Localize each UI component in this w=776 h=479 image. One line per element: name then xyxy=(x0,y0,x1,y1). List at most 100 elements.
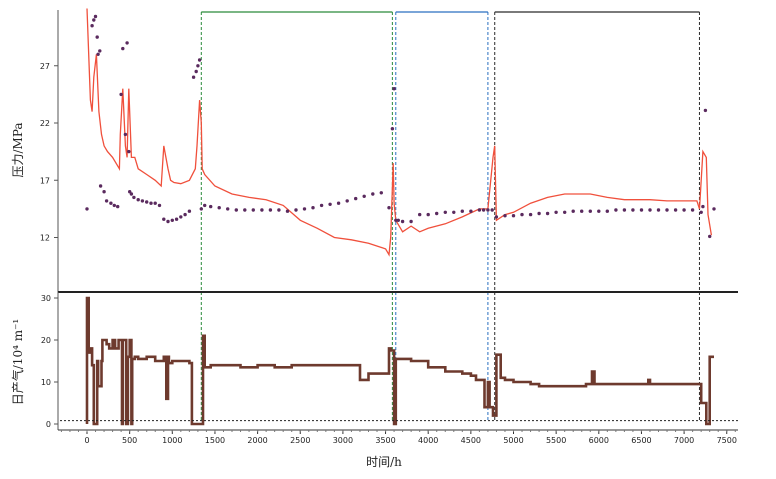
pressure-marker xyxy=(571,209,575,213)
pressure-line xyxy=(86,8,713,257)
x-tick-label: 5000 xyxy=(503,436,523,445)
pressure-marker xyxy=(656,208,661,212)
pressure-marker xyxy=(127,149,131,154)
pressure-marker xyxy=(183,212,187,217)
pressure-marker xyxy=(98,49,102,53)
pressure-marker xyxy=(234,208,238,212)
pressure-marker xyxy=(387,206,391,210)
pressure-marker xyxy=(90,24,94,28)
gas-rate-panel: 0 10 20 30 0 500 1000 1500 2000 2500 3000 3500 4000 4… xyxy=(10,292,738,469)
x-tick-label: 5500 xyxy=(546,436,566,445)
pressure-marker xyxy=(104,199,109,203)
x-tick-label: 500 xyxy=(122,436,137,445)
pressure-marker xyxy=(486,208,490,212)
pressure-marker xyxy=(712,207,716,211)
x-axis-label: 时间/h xyxy=(366,455,402,469)
pressure-marker xyxy=(243,208,247,212)
gas-rate-y-tick-label: 10 xyxy=(41,378,51,387)
pressure-marker xyxy=(452,210,456,214)
pressure-marker xyxy=(648,208,652,212)
x-tick-label: 2500 xyxy=(290,436,310,445)
pressure-marker xyxy=(481,208,486,212)
pressure-marker xyxy=(701,204,705,209)
pressure-marker xyxy=(121,46,125,51)
pressure-marker xyxy=(92,18,96,22)
pressure-marker xyxy=(268,208,273,212)
pressure-marker xyxy=(469,209,473,213)
pressure-marker xyxy=(140,199,145,203)
pressure-series xyxy=(85,8,716,257)
pressure-marker xyxy=(545,211,550,216)
pressure-marker xyxy=(494,215,499,219)
pressure-marker xyxy=(203,203,207,208)
pressure-marker xyxy=(394,218,398,222)
pressure-marker xyxy=(554,210,558,214)
gas-rate-series xyxy=(60,296,738,426)
pressure-marker xyxy=(197,58,202,62)
pressure-y-ticks: 12 17 22 27 xyxy=(40,62,58,243)
pressure-marker xyxy=(460,209,464,213)
gas-rate-axis-label: 日产气/10⁴ m⁻¹ xyxy=(10,319,25,405)
pressure-marker xyxy=(251,208,255,212)
x-tick-label: 3500 xyxy=(375,436,395,445)
x-tick-label: 2000 xyxy=(247,436,267,445)
pressure-marker xyxy=(102,190,106,194)
pressure-marker xyxy=(336,201,341,205)
pressure-tick-label: 22 xyxy=(40,119,50,128)
x-tick-label: 1500 xyxy=(205,436,225,445)
pressure-marker xyxy=(622,208,627,212)
pressure-marker xyxy=(435,211,439,216)
pressure-marker xyxy=(98,184,103,188)
x-tick-label: 6000 xyxy=(589,436,609,445)
pressure-marker xyxy=(123,132,128,137)
pressure-marker xyxy=(153,201,157,205)
pressure-marker xyxy=(426,212,430,217)
pressure-axis-label: 压力/MPa xyxy=(11,122,25,177)
gas-rate-y-tick-label: 0 xyxy=(46,420,51,429)
x-tick-label: 4000 xyxy=(418,436,438,445)
segment-boxes xyxy=(200,11,700,420)
pressure-marker xyxy=(477,208,482,212)
pressure-marker xyxy=(665,208,669,212)
pressure-marker xyxy=(145,200,149,204)
pressure-marker xyxy=(96,52,100,56)
pressure-panel: 12 17 22 27 压力/MPa xyxy=(11,8,716,292)
pressure-marker xyxy=(199,207,203,211)
pressure-marker xyxy=(379,191,383,195)
pressure-marker xyxy=(511,214,516,218)
pressure-marker xyxy=(354,196,358,201)
pressure-marker xyxy=(371,192,375,196)
pressure-marker xyxy=(528,212,533,217)
pressure-marker xyxy=(119,92,123,97)
pressure-marker xyxy=(187,209,192,213)
pressure-marker xyxy=(179,215,183,219)
x-tick-label: 0 xyxy=(84,436,89,445)
x-tick-label: 7500 xyxy=(717,436,737,445)
pressure-marker xyxy=(614,208,618,212)
x-tick-label: 4500 xyxy=(461,436,481,445)
gas-rate-y-tick-label: 20 xyxy=(41,336,51,345)
pressure-marker xyxy=(136,198,140,202)
pressure-marker xyxy=(588,209,592,213)
pressure-marker xyxy=(362,194,366,198)
pressure-marker xyxy=(396,218,400,222)
gas-rate-line xyxy=(85,296,714,426)
pressure-tick-label: 27 xyxy=(40,62,50,71)
pressure-marker xyxy=(699,210,703,214)
pressure-marker xyxy=(503,214,507,218)
pressure-marker xyxy=(631,208,635,212)
pressure-marker xyxy=(174,217,179,221)
pressure-marker xyxy=(690,208,695,212)
pressure-marker xyxy=(490,208,494,212)
pressure-marker xyxy=(93,14,98,19)
pressure-marker xyxy=(191,75,196,79)
pressure-marker xyxy=(194,69,198,74)
pressure-marker xyxy=(277,208,281,212)
pressure-marker xyxy=(639,208,644,212)
pressure-marker xyxy=(311,206,315,210)
pressure-marker xyxy=(418,212,422,217)
pressure-marker xyxy=(682,208,686,212)
pressure-marker xyxy=(132,195,136,200)
pressure-marker xyxy=(400,219,405,224)
